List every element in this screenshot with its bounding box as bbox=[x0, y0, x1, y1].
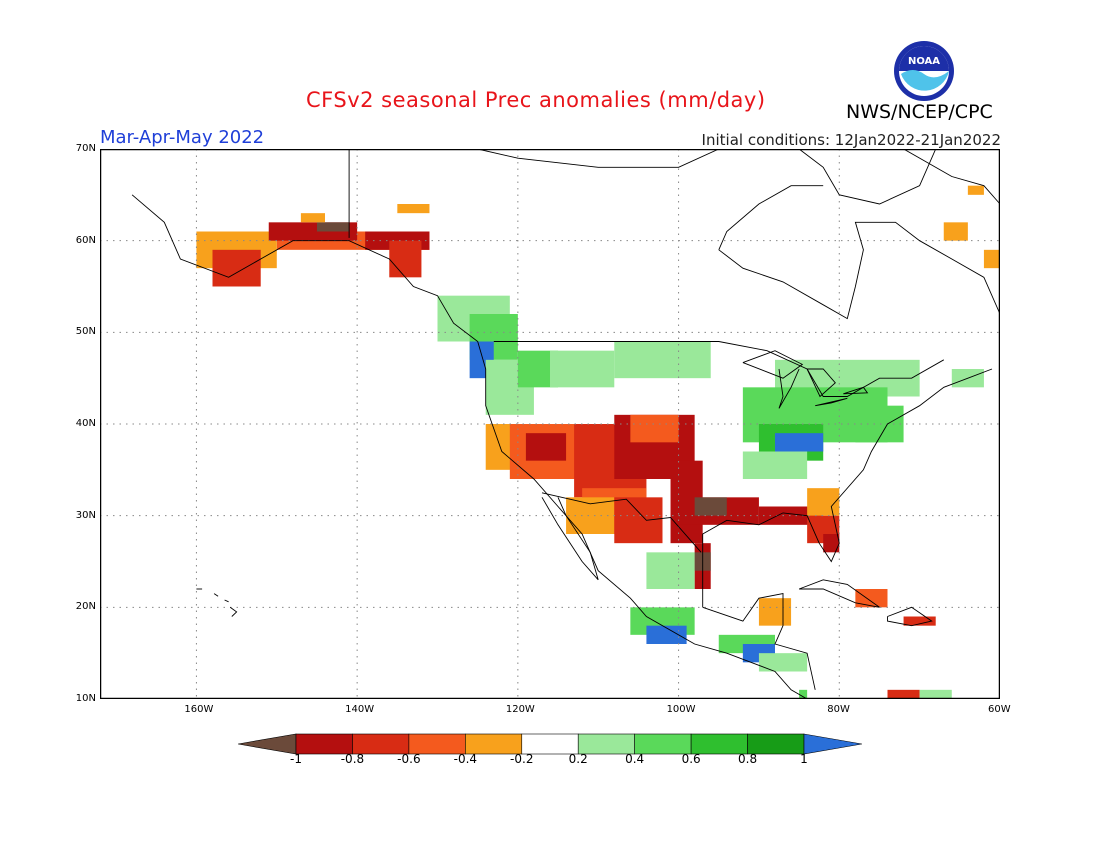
coastline-segment bbox=[477, 148, 719, 168]
coastlines bbox=[131, 148, 1001, 700]
anomaly-cell bbox=[807, 488, 840, 516]
coastline-segment bbox=[843, 386, 869, 395]
colorbar-bin bbox=[803, 733, 862, 755]
colorbar-bin bbox=[577, 733, 635, 755]
anomaly-cell bbox=[919, 689, 952, 699]
period-label: Mar-Apr-May 2022 bbox=[100, 127, 265, 148]
coastline-segment bbox=[493, 341, 945, 397]
anomaly-cell bbox=[903, 616, 936, 626]
coastline-segment bbox=[541, 497, 599, 581]
anomaly-cell bbox=[389, 240, 422, 278]
colorbar-bin bbox=[747, 733, 805, 755]
coastline-segment bbox=[742, 350, 804, 379]
colorbar-bin bbox=[521, 733, 579, 755]
anomaly-cell bbox=[823, 534, 840, 553]
coastline-segment bbox=[903, 148, 1001, 205]
anomaly-cell bbox=[943, 222, 968, 241]
coastline-segment bbox=[815, 397, 848, 407]
coastline-segment bbox=[131, 194, 808, 700]
coastline-segment bbox=[798, 148, 937, 205]
graticule bbox=[100, 149, 1000, 699]
anomaly-cell bbox=[300, 213, 325, 223]
anomaly-cell bbox=[758, 598, 792, 626]
coastline-segment bbox=[541, 492, 702, 553]
coastline-segment bbox=[224, 599, 229, 603]
anomaly-cell bbox=[397, 204, 430, 214]
coastline-segment bbox=[213, 593, 219, 597]
anomaly-cell bbox=[525, 433, 567, 461]
coastline-segment bbox=[229, 606, 238, 617]
anomaly-cell bbox=[694, 497, 727, 516]
coastline-segment bbox=[718, 185, 824, 250]
anomaly-cell bbox=[855, 405, 904, 443]
colorbar-bin bbox=[352, 733, 410, 755]
lon-label: 140W bbox=[345, 704, 375, 715]
colorbar-bin bbox=[295, 733, 353, 755]
colorbar-bin bbox=[238, 733, 297, 755]
colorbar-tick-label: 0.4 bbox=[625, 752, 645, 766]
colorbar-bin bbox=[634, 733, 692, 755]
lon-label: 60W bbox=[988, 704, 1011, 715]
lat-label: 70N bbox=[75, 143, 96, 154]
colorbar-tick-label: 0.2 bbox=[568, 752, 588, 766]
lon-label: 80W bbox=[827, 704, 850, 715]
coastline-segment bbox=[798, 579, 880, 608]
anomaly-cell bbox=[646, 625, 687, 644]
colorbar bbox=[238, 733, 862, 755]
lat-label: 30N bbox=[75, 509, 96, 521]
anomaly-cell bbox=[855, 589, 888, 608]
agency-label: NWS/NCEP/CPC bbox=[846, 101, 993, 123]
colorbar-tick-label: -0.8 bbox=[340, 752, 365, 766]
coastline-segment bbox=[702, 368, 993, 608]
anomaly-cell bbox=[887, 689, 920, 699]
colorbar-tick-label: 0.8 bbox=[738, 752, 758, 766]
anomaly-cell bbox=[550, 350, 615, 388]
chart-title: CFSv2 seasonal Prec anomalies (mm/day) bbox=[306, 88, 766, 112]
lat-label: 50N bbox=[75, 326, 96, 338]
anomaly-cell bbox=[316, 222, 350, 232]
anomaly-cells bbox=[196, 185, 1000, 699]
colorbar-tick-label: 0.6 bbox=[681, 752, 701, 766]
colorbar-bin bbox=[408, 733, 466, 755]
anomaly-cell bbox=[614, 341, 711, 379]
colorbar-tick-label: -0.4 bbox=[453, 752, 478, 766]
colorbar-tick-label: -0.2 bbox=[510, 752, 534, 766]
lon-label: 160W bbox=[184, 704, 214, 715]
colorbar-bin bbox=[465, 733, 523, 755]
coastline-segment bbox=[702, 593, 816, 690]
coastline-segment bbox=[887, 606, 933, 627]
anomaly-cell bbox=[799, 689, 808, 699]
noaa-logo-text: NOAA bbox=[908, 56, 940, 67]
anomaly-map bbox=[99, 148, 1001, 700]
colorbar-tick-label: 1 bbox=[800, 752, 808, 766]
lat-label: 40N bbox=[75, 418, 96, 429]
noaa-logo: NOAA bbox=[894, 41, 954, 101]
map-frame bbox=[99, 148, 1001, 700]
anomaly-cell bbox=[758, 653, 808, 672]
colorbar-tick-label: -1 bbox=[290, 752, 302, 766]
coastline-segment bbox=[718, 221, 1001, 320]
anomaly-cell bbox=[791, 405, 840, 424]
anomaly-cell bbox=[630, 414, 679, 443]
coastline-segment bbox=[806, 368, 836, 398]
anomaly-cell bbox=[983, 249, 1000, 269]
anomaly-cell bbox=[212, 249, 261, 287]
anomaly-cell bbox=[742, 451, 808, 479]
lon-label: 100W bbox=[666, 704, 696, 715]
lat-label: 20N bbox=[75, 601, 96, 613]
lat-label: 10N bbox=[75, 693, 96, 704]
anomaly-cell bbox=[614, 497, 663, 544]
anomaly-cell bbox=[967, 185, 984, 195]
lat-label: 60N bbox=[75, 234, 96, 246]
initial-conditions-label: Initial conditions: 12Jan2022-21Jan2022 bbox=[701, 131, 1001, 149]
anomaly-cell bbox=[646, 552, 695, 589]
lon-label: 120W bbox=[505, 704, 535, 715]
map-panel bbox=[99, 148, 1001, 700]
colorbar-tick-label: -0.6 bbox=[397, 752, 421, 766]
coastline-segment bbox=[778, 368, 800, 409]
anomaly-cell bbox=[775, 433, 824, 452]
colorbar-bin bbox=[690, 733, 748, 755]
